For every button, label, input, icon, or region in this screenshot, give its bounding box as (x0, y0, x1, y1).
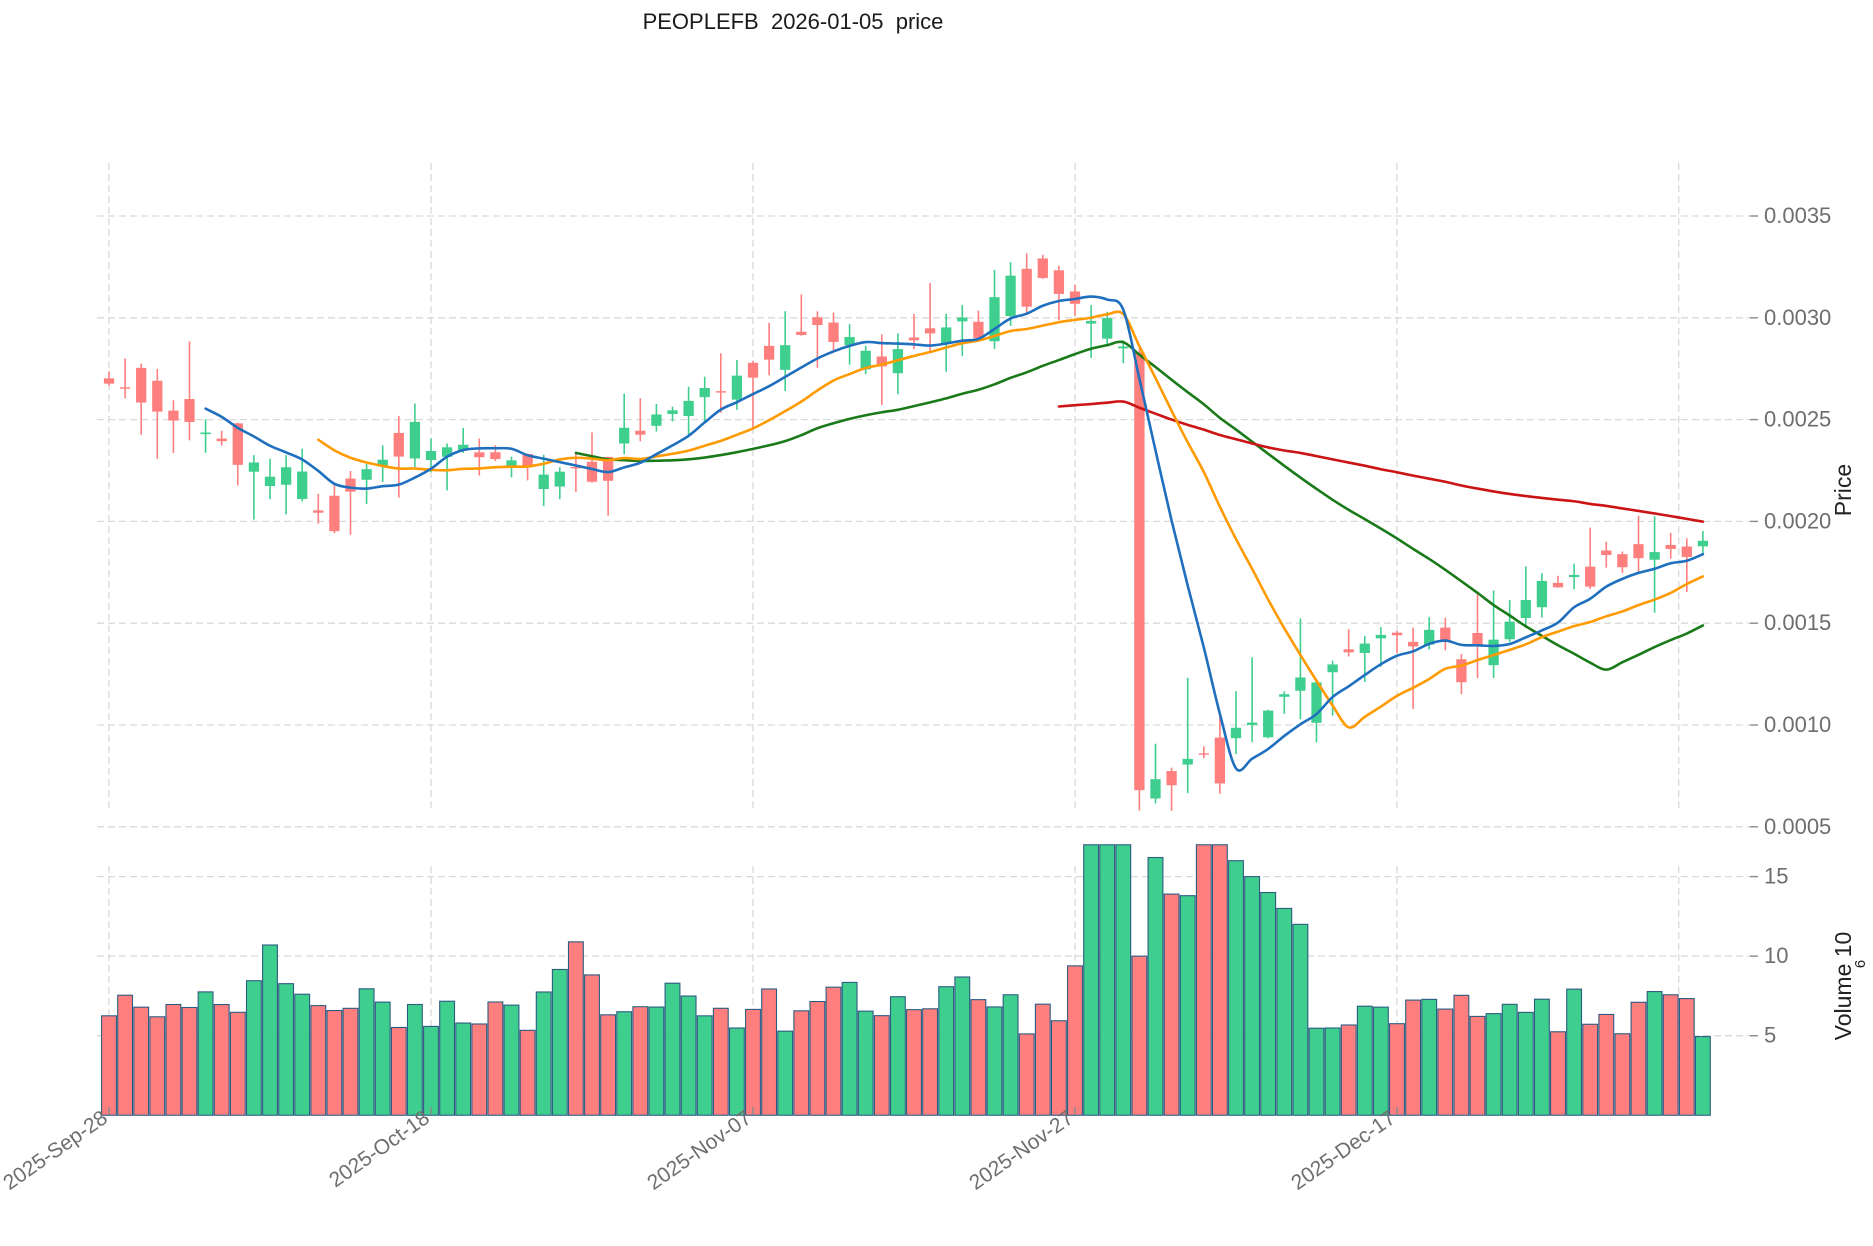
svg-text:0.0020: 0.0020 (1764, 508, 1831, 533)
svg-text:Price: Price (1830, 464, 1856, 516)
svg-text:10: 10 (1764, 943, 1788, 968)
svg-text:6: 6 (1852, 960, 1869, 968)
svg-text:0.0010: 0.0010 (1764, 712, 1831, 737)
svg-text:5: 5 (1764, 1023, 1776, 1048)
svg-text:0.0005: 0.0005 (1764, 814, 1831, 839)
svg-text:0.0025: 0.0025 (1764, 407, 1831, 432)
svg-text:Volume 10: Volume 10 (1830, 932, 1856, 1041)
svg-text:0.0015: 0.0015 (1764, 610, 1831, 635)
svg-text:0.0035: 0.0035 (1764, 203, 1831, 228)
svg-text:0.0030: 0.0030 (1764, 305, 1831, 330)
svg-text:PEOPLEFB 2026-01-05 price: PEOPLEFB 2026-01-05 price (643, 9, 944, 34)
svg-text:15: 15 (1764, 864, 1788, 889)
